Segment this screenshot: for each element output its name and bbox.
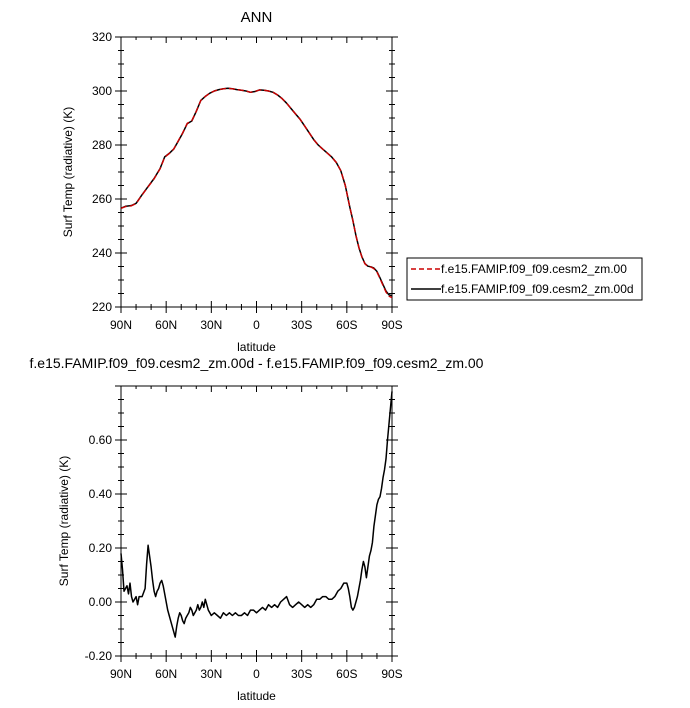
y-tick-label: 0.40 [89,487,113,501]
chart-title: ANN [241,9,273,26]
plot-frame [120,36,393,308]
y-tick-label: 0.00 [89,595,113,609]
x-tick-label: 0 [253,318,260,332]
x-tick-label: 0 [253,667,260,681]
chart-panel-2: f.e15.FAMIP.f09_f09.cesm2_zm.00d - f.e15… [30,355,484,703]
y-axis-label: Surf Temp (radiative) (K) [61,107,75,237]
y-tick-label: 300 [92,84,112,98]
x-tick-label: 90N [110,318,132,332]
y-tick-label: 320 [92,30,112,44]
y-tick-label: 0.60 [89,433,113,447]
legend-box [406,257,643,301]
legend-entry-label: f.e15.FAMIP.f09_f09.cesm2_zm.00 [441,262,627,276]
series-line-1 [120,87,393,299]
y-tick-label: 260 [92,192,112,206]
x-tick-label: 30N [200,318,222,332]
x-tick-label: 60N [155,667,177,681]
x-tick-label: 90S [381,318,402,332]
x-tick-label: 30S [291,318,312,332]
x-tick-label: 90N [110,667,132,681]
x-tick-label: 60S [336,667,357,681]
y-tick-label: 0.20 [89,541,113,555]
legend: f.e15.FAMIP.f09_f09.cesm2_zm.00 f.e15.FAM… [406,257,643,301]
x-axis-label: latitude [237,340,276,354]
legend-entry-label: f.e15.FAMIP.f09_f09.cesm2_zm.00d [441,282,634,296]
series-line-1 [120,391,393,638]
y-tick-label: 240 [92,246,112,260]
chart-panel-1: ANN 90N 60N 30N 0 30S 60S 90S 220 240 260 280 300 320… [61,9,643,354]
x-axis-label: latitude [237,689,276,703]
y-axis-label: Surf Temp (radiative) (K) [57,456,71,586]
x-tick-label: 60N [155,318,177,332]
x-tick-label: 30S [291,667,312,681]
chart-title: f.e15.FAMIP.f09_f09.cesm2_zm.00d - f.e15… [30,355,484,371]
series-line-2 [120,87,393,297]
x-tick-label: 90S [381,667,402,681]
y-tick-label: 220 [92,300,112,314]
x-tick-label: 30N [200,667,222,681]
y-tick-label: -0.20 [85,649,113,663]
plot-frame [120,385,393,657]
x-tick-label: 60S [336,318,357,332]
y-tick-label: 280 [92,138,112,152]
